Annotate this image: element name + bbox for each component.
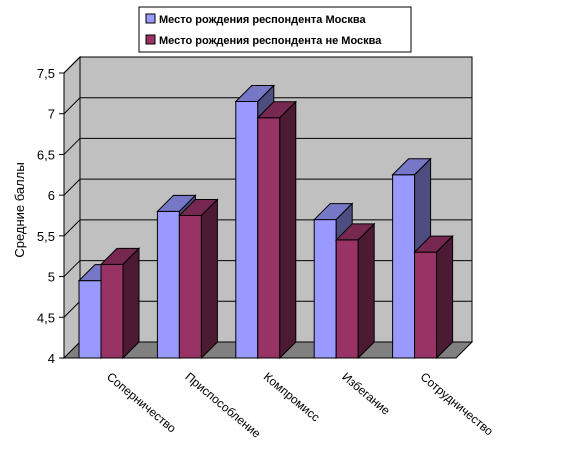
gridline-side bbox=[63, 300, 81, 318]
bar-side bbox=[436, 234, 454, 360]
legend: Место рождения респондента Москва Место … bbox=[138, 6, 412, 53]
gridline-side bbox=[63, 178, 81, 196]
bar bbox=[178, 198, 219, 360]
bar-front bbox=[78, 280, 102, 359]
bar-side bbox=[357, 222, 375, 360]
y-tick-label: 6,5 bbox=[37, 147, 55, 162]
bars bbox=[77, 84, 454, 360]
bar bbox=[413, 234, 454, 360]
gridline-side bbox=[63, 219, 81, 237]
y-tick-label: 4,5 bbox=[37, 310, 55, 325]
bar-front bbox=[156, 210, 180, 359]
y-tick-labels: 4 4,5 5 5,5 6 6,5 7 7,5 bbox=[37, 66, 64, 366]
bar-front bbox=[313, 219, 337, 359]
bar-side bbox=[122, 247, 140, 360]
gridline-side bbox=[63, 97, 81, 115]
bar-front bbox=[257, 117, 281, 359]
category-label: Избегание bbox=[339, 370, 393, 418]
y-tick-label: 7 bbox=[48, 107, 55, 122]
y-axis-label: Средние баллы bbox=[12, 162, 27, 257]
legend-label-moscow: Место рождения респондента Москва bbox=[159, 14, 366, 26]
bar bbox=[256, 100, 298, 360]
category-label: Соперничество bbox=[104, 370, 179, 436]
y-tick-label: 5,5 bbox=[37, 229, 55, 244]
bar-front bbox=[392, 174, 416, 359]
y-tick-label: 5 bbox=[48, 270, 55, 285]
legend-swatch-moscow bbox=[145, 13, 156, 24]
y-tick-label: 6 bbox=[48, 188, 55, 203]
bar-front bbox=[335, 239, 359, 359]
legend-label-not-moscow: Место рождения респондента не Москва bbox=[159, 35, 382, 47]
bar-front bbox=[414, 251, 438, 359]
y-tick-label: 4 bbox=[48, 351, 55, 366]
bar bbox=[99, 247, 141, 360]
bar-front bbox=[100, 263, 124, 359]
category-label: Компромисс bbox=[261, 370, 323, 425]
y-tick-label: 7,5 bbox=[37, 66, 55, 81]
bar-front bbox=[178, 215, 202, 359]
category-label: Приспособление bbox=[182, 370, 263, 441]
side-wall bbox=[63, 55, 81, 360]
bar-front bbox=[235, 101, 259, 359]
gridline-side bbox=[63, 138, 81, 155]
gridline-side bbox=[63, 260, 81, 277]
category-label: Сотрудничество bbox=[418, 370, 496, 439]
bar-side bbox=[279, 100, 297, 360]
gridline-side bbox=[63, 56, 81, 74]
bar bbox=[334, 222, 376, 360]
bar-side bbox=[200, 198, 218, 360]
legend-swatch-not-moscow bbox=[145, 34, 156, 45]
